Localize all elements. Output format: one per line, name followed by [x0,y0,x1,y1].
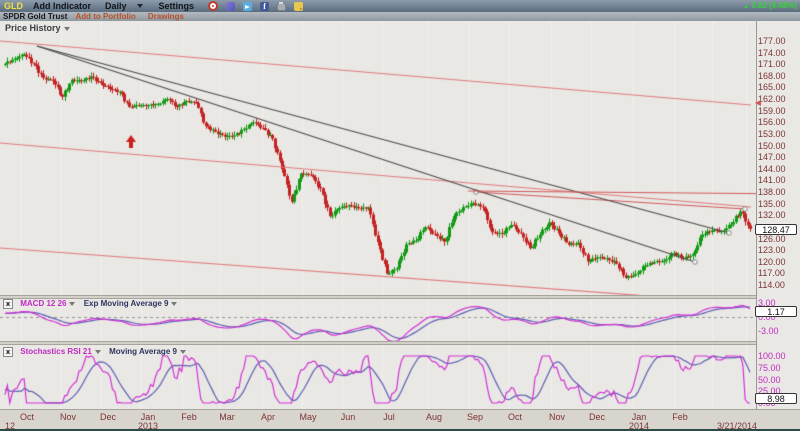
stoch-close-button[interactable]: x [3,347,13,357]
twitter-icon[interactable] [243,1,253,11]
price-axis-tick: 144.00 [758,163,786,174]
price-history-label[interactable]: Price History [5,23,76,33]
period-menu[interactable]: Daily [105,1,127,11]
price-axis-tick: 117.00 [758,268,785,279]
trendline-axis-marker-icon [755,100,761,106]
macd-axis-tick: 0.00 [758,312,776,322]
macd-axis-tick: 3.00 [758,297,776,308]
month-label: Oct [19,412,35,422]
price-axis-tick: 138.00 [758,187,786,198]
price-axis-tick: 162.00 [758,94,786,105]
macd-chart-canvas[interactable] [0,299,756,341]
year-label: 12 [4,421,16,431]
year-label: 2014 [628,421,650,431]
macd-caret-icon[interactable] [69,302,76,306]
price-axis-tick: 114.00 [758,279,785,290]
quote-change-text: 0.62 (0.48%) [751,1,797,10]
month-label: Feb [181,412,197,422]
period-caret-icon[interactable] [136,4,143,8]
month-label: Dec [588,412,606,422]
up-arrow-icon: ▲ [743,4,750,10]
print-icon[interactable] [277,2,287,11]
facebook-icon[interactable]: f [260,1,270,11]
month-label: Oct [507,412,523,422]
stochastics-chart-canvas[interactable] [0,345,756,409]
stoch-overlay-caret-icon[interactable] [179,350,186,354]
note-icon[interactable] [294,1,304,11]
quote-change: ▲ 0.62 (0.48%) [743,1,797,10]
stoch-axis-tick: 25.00 [758,386,781,397]
price-axis-tick: 132.00 [758,210,786,221]
main-toolbar: GLD Add Indicator Daily Settings f ▲ 0.62… [0,0,800,12]
settings-menu[interactable]: Settings [158,1,195,11]
price-history-text: Price History [5,23,61,33]
month-label: Sep [466,412,484,422]
macd-close-button[interactable]: x [3,299,13,309]
price-history-caret-icon [63,26,70,31]
price-axis-tick: 135.00 [758,198,786,209]
price-axis-tick: 174.00 [758,47,786,58]
add-to-portfolio-link[interactable]: Add to Portfolio [75,12,136,21]
time-axis[interactable]: Oct Nov Dec Jan Feb Mar Apr May Jun Jul Aug Sep Oct N… [0,409,800,431]
macd-overlay-caret-icon[interactable] [171,302,178,306]
price-axis-tick: 171.00 [758,59,786,70]
stoch-header: x Stochastics RSI 21 Moving Average 9 [3,347,192,357]
macd-header: x MACD 12 26 Exp Moving Average 9 [3,299,183,309]
stoch-axis-tick: 75.00 [758,362,781,373]
stoch-overlay-title[interactable]: Moving Average 9 [109,347,177,357]
month-label: May [299,412,317,422]
symbol-label[interactable]: GLD [4,1,23,11]
drawings-link[interactable]: Drawings [147,12,184,21]
stoch-axis-tick: 100.00 [758,351,786,361]
price-axis-tick: 153.00 [758,128,786,139]
month-label: Nov [59,412,77,422]
macd-title[interactable]: MACD 12 26 [20,299,67,309]
price-axis-tick: 120.00 [758,256,786,267]
price-axis[interactable] [756,21,800,409]
stoch-value-box: 8.98 [755,393,797,404]
month-label: Jan [631,412,647,422]
price-axis-tick: 165.00 [758,82,786,93]
month-label: Dec [99,412,117,422]
layers-icon[interactable] [226,1,236,11]
macd-overlay-title[interactable]: Exp Moving Average 9 [83,299,169,309]
price-axis-tick: 147.00 [758,152,786,163]
price-axis-tick: 159.00 [758,105,786,116]
price-chart-canvas[interactable] [0,21,800,295]
month-label: Jan [140,412,156,422]
price-axis-tick: 156.00 [758,117,786,128]
end-date-label: 3/21/2014 [716,421,758,431]
add-indicator-menu[interactable]: Add Indicator [33,1,91,11]
month-label: Nov [548,412,566,422]
price-axis-tick: 126.00 [758,233,786,244]
macd-value-box: 1.17 [755,306,797,317]
price-axis-tick: 150.00 [758,140,786,151]
symbol-toolbar: SPDR Gold Trust Add to Portfolio Drawing… [0,12,800,21]
stoch-caret-icon[interactable] [94,350,101,354]
month-label: Apr [260,412,276,422]
macd-axis-tick: -3.00 [758,326,779,336]
price-axis-tick: 141.00 [758,175,786,186]
stoch-title[interactable]: Stochastics RSI 21 [20,347,92,357]
alarm-icon[interactable] [208,1,219,11]
month-label: Jul [383,412,395,422]
month-label: Jun [340,412,356,422]
stoch-axis-tick: 50.00 [758,374,781,385]
month-label: Feb [672,412,688,422]
year-label: 2013 [137,421,159,431]
price-axis-tick: 123.00 [758,245,786,256]
last-price-box: 128.47 [755,224,797,235]
price-axis-tick: 168.00 [758,70,786,81]
price-axis-tick: 177.00 [758,36,786,46]
month-label: Mar [219,412,235,422]
symbol-fullname: SPDR Gold Trust [3,12,68,21]
month-label: Aug [425,412,443,422]
